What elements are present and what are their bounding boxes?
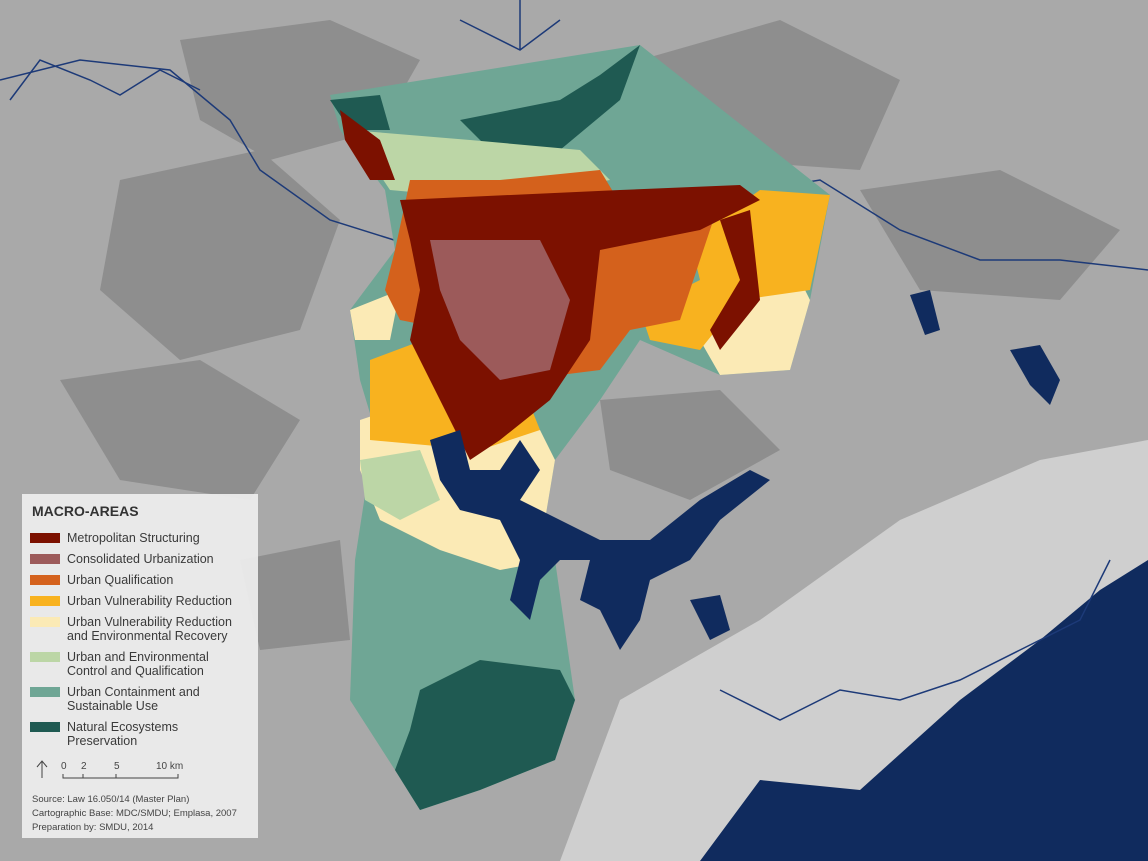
reservoirs <box>430 430 770 650</box>
legend: MACRO-AREAS Metropolitan Structuring Conso… <box>22 494 258 838</box>
legend-label: Urban Vulnerability Reduction <box>67 594 232 608</box>
legend-swatch <box>30 722 60 732</box>
legend-swatch <box>30 533 60 543</box>
north-arrow <box>36 760 48 778</box>
legend-swatch <box>30 575 60 585</box>
legend-label: Control and Qualification <box>67 664 204 678</box>
legend-label: and Environmental Recovery <box>67 629 228 643</box>
zone <box>395 660 575 810</box>
legend-label: Consolidated Urbanization <box>67 552 214 566</box>
zone <box>340 110 760 350</box>
legend-label: Urban Containment and <box>67 685 200 699</box>
legend-label: Natural Ecosystems <box>67 720 178 734</box>
legend-swatch <box>30 596 60 606</box>
legend-box <box>22 494 258 838</box>
scale-label: 10 km <box>156 761 183 772</box>
zone <box>430 240 570 380</box>
zone <box>330 45 640 160</box>
legend-swatch <box>30 554 60 564</box>
legend-swatch <box>30 652 60 662</box>
legend-swatch <box>30 617 60 627</box>
legend-label: Sustainable Use <box>67 699 158 713</box>
legend-swatch <box>30 687 60 697</box>
legend-label: Urban Qualification <box>67 573 173 587</box>
credit: Source: Law 16.050/14 (Master Plan) <box>32 794 189 805</box>
credit: Cartographic Base: MDC/SMDU; Emplasa, 20… <box>32 808 237 819</box>
reservoirs-east <box>910 290 1060 405</box>
legend-title: MACRO-AREAS <box>32 503 139 519</box>
scale-bar <box>62 774 179 779</box>
legend-label: Metropolitan Structuring <box>67 531 200 545</box>
legend-label: Urban Vulnerability Reduction <box>67 615 232 629</box>
legend-label: Urban and Environmental <box>67 650 209 664</box>
scale-label: 2 <box>81 761 87 772</box>
scale-label: 0 <box>61 761 67 772</box>
ocean <box>700 560 1148 861</box>
credit: Preparation by: SMDU, 2014 <box>32 822 153 833</box>
legend-label: Preservation <box>67 734 137 748</box>
scale-label: 5 <box>114 761 120 772</box>
